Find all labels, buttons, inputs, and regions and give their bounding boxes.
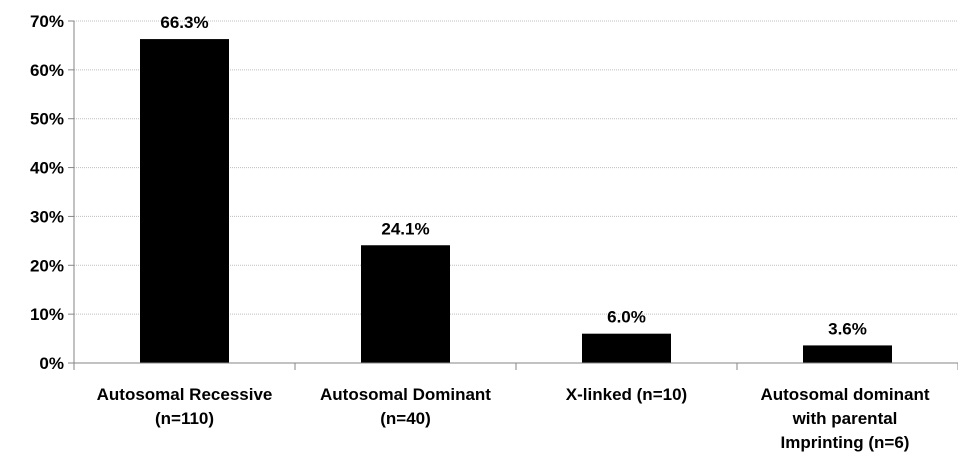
x-category-label: (n=110) — [155, 409, 214, 428]
bar-value-label: 6.0% — [607, 308, 646, 327]
data-labels: 66.3% 24.1% 6.0% 3.6% — [160, 13, 866, 338]
bar — [140, 39, 229, 363]
y-tick-label: 50% — [30, 110, 64, 129]
bar-value-label: 24.1% — [381, 219, 429, 238]
y-tick-label: 30% — [30, 207, 64, 226]
gridlines — [74, 20, 958, 315]
x-category-label: Autosomal Dominant — [320, 385, 491, 404]
bar — [361, 245, 450, 363]
y-tick-label: 20% — [30, 256, 64, 275]
x-axis: Autosomal Recessive (n=110) Autosomal Domi… — [73, 362, 958, 452]
bar — [803, 345, 892, 363]
bar — [582, 333, 671, 363]
x-category-label: with parental — [792, 409, 898, 428]
y-tick-label: 60% — [30, 61, 64, 80]
y-tick-label: 70% — [30, 12, 64, 31]
y-tick-label: 0% — [39, 354, 64, 373]
bar-value-label: 3.6% — [828, 319, 867, 338]
y-tick-label: 40% — [30, 159, 64, 178]
x-category-label: Imprinting (n=6) — [781, 433, 910, 452]
x-category-label: (n=40) — [380, 409, 431, 428]
x-category-label: Autosomal dominant — [760, 385, 929, 404]
y-tick-label: 10% — [30, 305, 64, 324]
bar-value-label: 66.3% — [160, 13, 208, 32]
y-axis: 0% 10% 20% 30% 40% 50% 60% 70% — [30, 12, 75, 373]
x-category-label: X-linked (n=10) — [566, 385, 687, 404]
bars — [140, 39, 892, 363]
x-category-label: Autosomal Recessive — [97, 385, 273, 404]
